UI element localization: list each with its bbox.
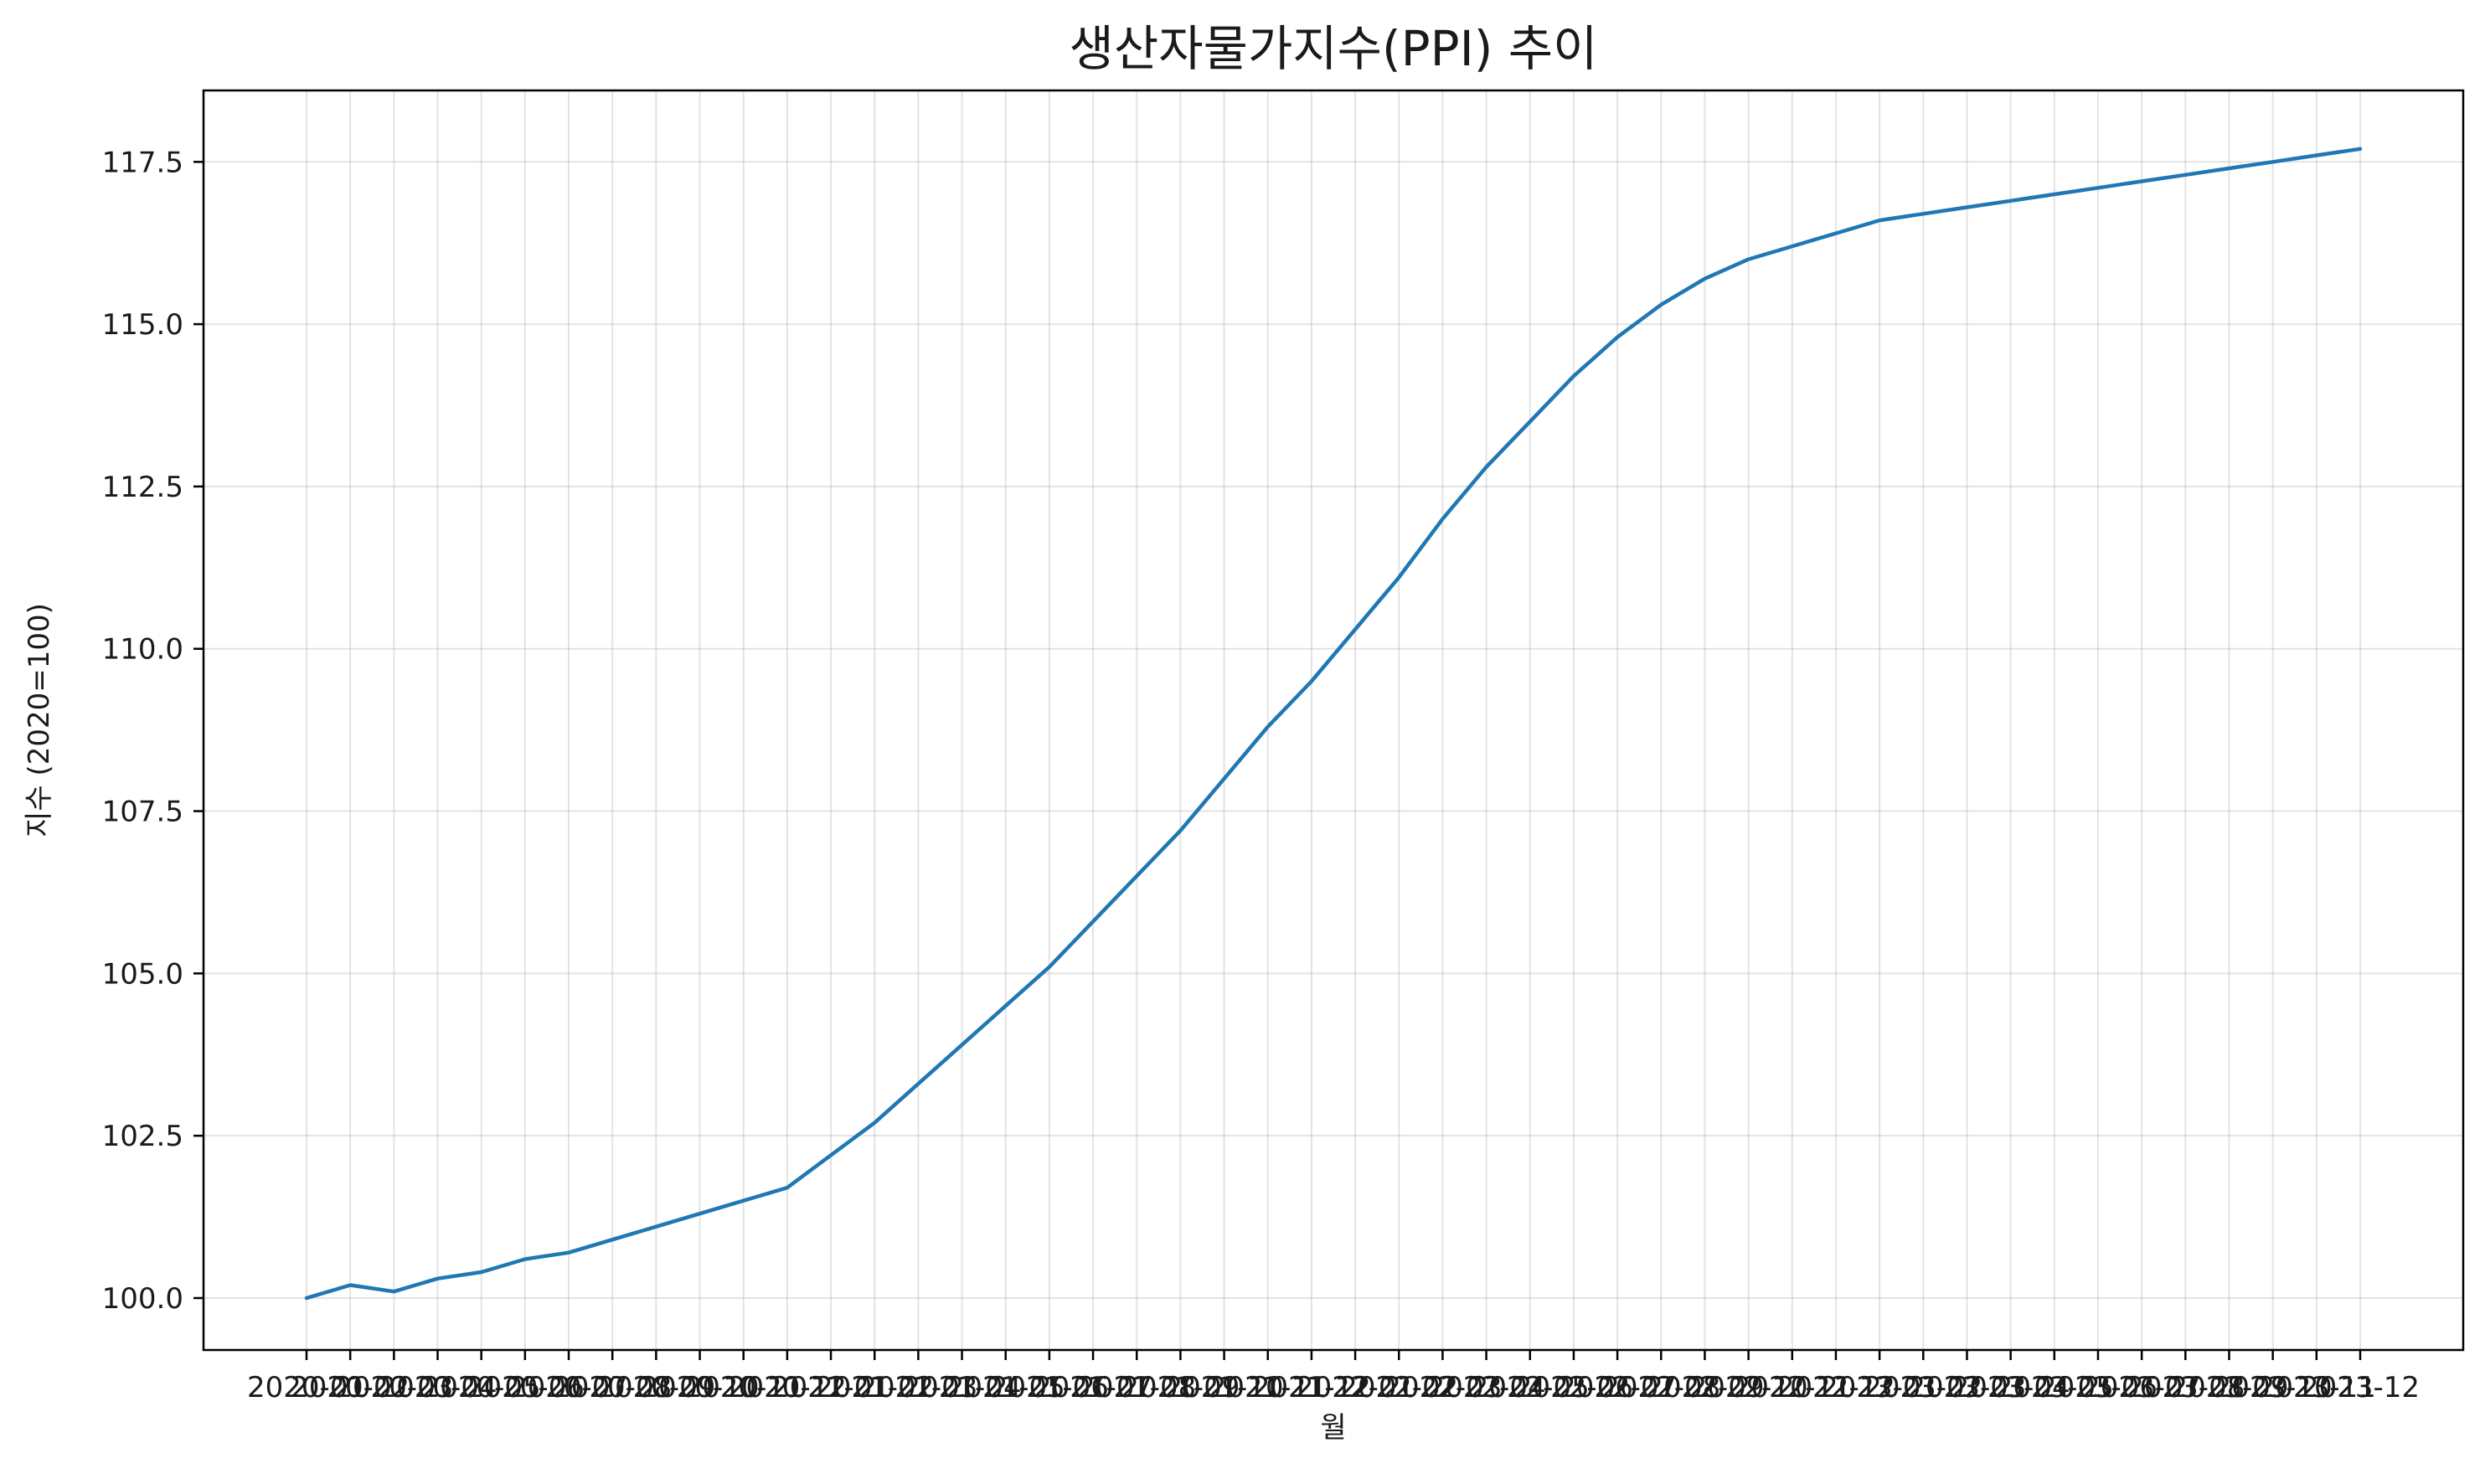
x-tick-label: 2022-09	[1645, 1371, 1764, 1404]
x-tick-label: 2021-01	[771, 1371, 890, 1404]
y-tick-label: 115.0	[102, 308, 183, 342]
plot-frame	[202, 89, 2465, 1352]
x-tick-label: 2022-01	[1296, 1371, 1415, 1404]
series-layer	[304, 147, 2363, 1301]
ticks-layer: 2020-012020-022020-032020-042020-052020-…	[102, 146, 2420, 1404]
x-tick-label: 2020-02	[291, 1371, 410, 1404]
x-tick-label: 2021-11	[1209, 1371, 1328, 1404]
x-tick-label: 2022-04	[1427, 1371, 1546, 1404]
y-axis-label: 지수 (2020=100)	[23, 603, 56, 837]
x-tick-label: 2023-02	[1864, 1371, 1982, 1404]
x-tick-label: 2020-07	[509, 1371, 628, 1404]
x-tick-label: 2022-10	[1689, 1371, 1808, 1404]
x-tick-label: 2022-02	[1339, 1371, 1458, 1404]
x-tick-label: 2021-03	[858, 1371, 977, 1404]
x-tick-label: 2021-09	[1121, 1371, 1240, 1404]
y-tick-label: 102.5	[102, 1120, 183, 1153]
x-tick-label: 2023-07	[2082, 1371, 2201, 1404]
x-tick-label: 2020-03	[334, 1371, 453, 1404]
x-tick-label: 2023-06	[2039, 1371, 2158, 1404]
grid-layer	[204, 90, 2463, 1350]
y-tick-label: 105.0	[102, 957, 183, 991]
x-tick-label: 2023-11	[2257, 1371, 2376, 1404]
x-tick-label: 2023-05	[1995, 1371, 2114, 1404]
x-tick-label: 2020-08	[553, 1371, 672, 1404]
x-tick-label: 2022-06	[1514, 1371, 1633, 1404]
x-tick-label: 2023-04	[1951, 1371, 2070, 1404]
x-axis-label: 월	[1320, 1411, 1346, 1445]
x-tick-label: 2022-07	[1558, 1371, 1677, 1404]
x-tick-label: 2021-08	[1077, 1371, 1196, 1404]
x-tick-label: 2020-10	[641, 1371, 760, 1404]
x-tick-label: 2023-12	[2301, 1371, 2420, 1404]
x-tick-label: 2021-05	[946, 1371, 1065, 1404]
x-tick-label: 2020-11	[684, 1371, 803, 1404]
x-tick-label: 2022-05	[1471, 1371, 1590, 1404]
ppi-series-line	[304, 147, 2363, 1301]
x-tick-label: 2023-09	[2169, 1371, 2288, 1404]
x-tick-label: 2021-02	[815, 1371, 934, 1404]
y-tick-label: 110.0	[102, 633, 183, 667]
x-tick-label: 2023-03	[1907, 1371, 2026, 1404]
x-tick-label: 2020-09	[596, 1371, 715, 1404]
x-tick-label: 2023-01	[1820, 1371, 1939, 1404]
chart-title: 생산자물가지수(PPI) 추이	[1070, 20, 1598, 77]
x-tick-label: 2023-08	[2126, 1371, 2245, 1404]
x-tick-label: 2022-12	[1776, 1371, 1895, 1404]
x-tick-label: 2021-04	[903, 1371, 1022, 1404]
x-tick-label: 2022-08	[1601, 1371, 1720, 1404]
x-tick-label: 2020-12	[728, 1371, 847, 1404]
y-tick-label: 100.0	[102, 1282, 183, 1316]
x-tick-label: 2020-01	[247, 1371, 366, 1404]
x-tick-label: 2020-06	[466, 1371, 585, 1404]
y-tick-label: 107.5	[102, 796, 183, 829]
x-tick-label: 2020-04	[378, 1371, 497, 1404]
x-tick-label: 2021-06	[990, 1371, 1109, 1404]
x-tick-label: 2021-10	[1165, 1371, 1284, 1404]
y-tick-label: 112.5	[102, 471, 183, 504]
x-tick-label: 2020-05	[422, 1371, 541, 1404]
y-tick-label: 117.5	[102, 146, 183, 179]
x-tick-label: 2021-12	[1252, 1371, 1371, 1404]
x-tick-label: 2023-10	[2214, 1371, 2333, 1404]
x-tick-label: 2022-11	[1733, 1371, 1852, 1404]
x-tick-label: 2022-03	[1383, 1371, 1502, 1404]
x-tick-label: 2021-07	[1034, 1371, 1152, 1404]
